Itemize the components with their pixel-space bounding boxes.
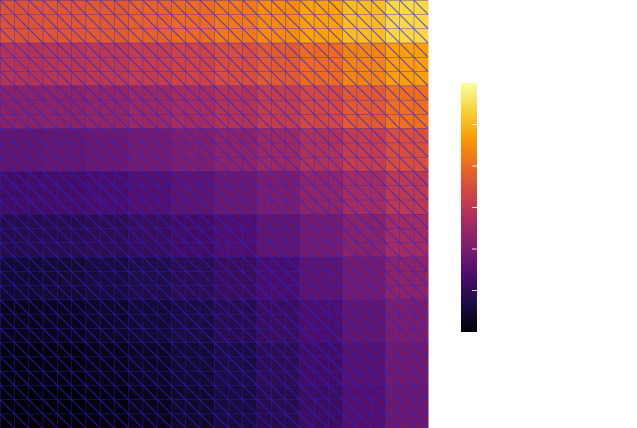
colorbar xyxy=(461,83,477,332)
mesh xyxy=(0,0,428,428)
colorbar-ticks xyxy=(472,124,477,291)
